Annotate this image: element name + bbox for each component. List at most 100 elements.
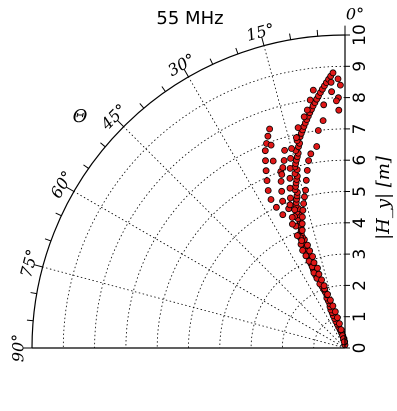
data-point [329,89,335,95]
data-point [278,178,284,184]
angle-tick-mark [83,165,88,169]
data-point [305,242,311,248]
angle-tick-label: 45° [96,100,130,134]
angular-axis-label: Θ [73,106,88,127]
angle-tick-mark [56,213,62,216]
radial-axis-label: |H_y| [m] [373,155,394,240]
data-point [264,178,270,184]
data-point [303,177,309,183]
data-point [282,147,288,153]
data-point [287,165,293,171]
data-point [289,146,295,152]
data-point [292,207,298,213]
data-point [332,309,338,315]
data-point [316,271,322,277]
data-point [328,79,334,85]
data-point [281,158,287,164]
data-point [301,114,307,120]
grid-ray [43,267,345,348]
data-point [293,135,299,141]
grid-arc [126,129,345,348]
data-point [287,185,293,191]
data-point [267,126,273,132]
chart-title: 55 MHz [156,8,223,29]
data-point [306,158,312,164]
data-point [315,128,321,134]
data-point [311,260,317,266]
data-point [336,321,342,327]
data-point [315,265,321,271]
frame [23,26,350,348]
data-point [265,188,271,194]
data-point [294,233,300,239]
data-point [295,125,301,131]
data-point [330,70,336,76]
data-point [299,221,305,227]
data-point [335,76,341,82]
angle-tick-mark [100,143,105,147]
data-point [262,148,268,154]
data-point [321,283,327,289]
data-point [289,221,295,227]
data-point [310,87,316,93]
radial-tick-label: 2 [350,280,370,291]
angle-tick-mark [236,48,238,54]
data-point [300,247,306,253]
data-point [268,142,274,148]
radial-tick-label: 8 [350,92,370,103]
data-point [279,188,285,194]
data-point [268,197,274,203]
data-point [287,195,293,201]
data-point [314,144,320,150]
data-point [288,155,294,161]
angle-tick-mark [27,320,33,321]
data-point [319,277,325,283]
data-point [307,248,313,254]
data-point [299,227,305,233]
data-point [270,158,276,164]
data-point [280,165,286,171]
data-point [336,107,342,113]
angle-tick-mark [31,293,37,294]
radial-tick-label: 10 [350,24,370,46]
data-point [265,133,271,139]
data-point [307,97,313,103]
data-points [262,70,348,348]
angle-tick-mark [317,30,318,36]
radial-tick-label: 3 [350,249,370,260]
angle-tick-mark [162,86,166,91]
angle-tick-label: 75° [16,247,42,279]
data-point [341,339,347,345]
data-point [299,238,305,244]
radial-tick-label: 5 [350,186,370,197]
radial-tick-label: 0 [350,343,370,354]
radial-tick-label: 4 [350,217,370,228]
angle-tick-mark [290,34,291,40]
data-point [304,107,310,113]
data-point [263,158,269,164]
data-point [330,303,336,309]
data-point [299,214,305,220]
data-point [287,175,293,181]
radial-tick-label: 7 [350,123,370,134]
data-point [279,172,285,178]
angle-tick-label: 30° [164,49,198,80]
data-point [320,118,326,124]
angle-tick-label: 0° [346,5,364,24]
data-point [273,204,279,210]
angle-tick-mark [45,239,51,241]
radial-tick-label: 1 [350,311,370,322]
data-point [280,212,286,218]
angle-tick-label: 15° [244,19,276,45]
data-point [302,194,308,200]
labels: 0 1 2 3 4 5 6 7 8 9 100° 15° 30° 45° 60° 75° 90° [8,5,370,363]
angle-tick-mark [210,59,213,65]
data-point [327,297,333,303]
data-point [308,151,314,157]
angle-tick-label: 60° [46,167,77,201]
data-point [303,187,309,193]
data-point [334,315,340,321]
data-point [310,254,316,260]
data-point [300,207,306,213]
